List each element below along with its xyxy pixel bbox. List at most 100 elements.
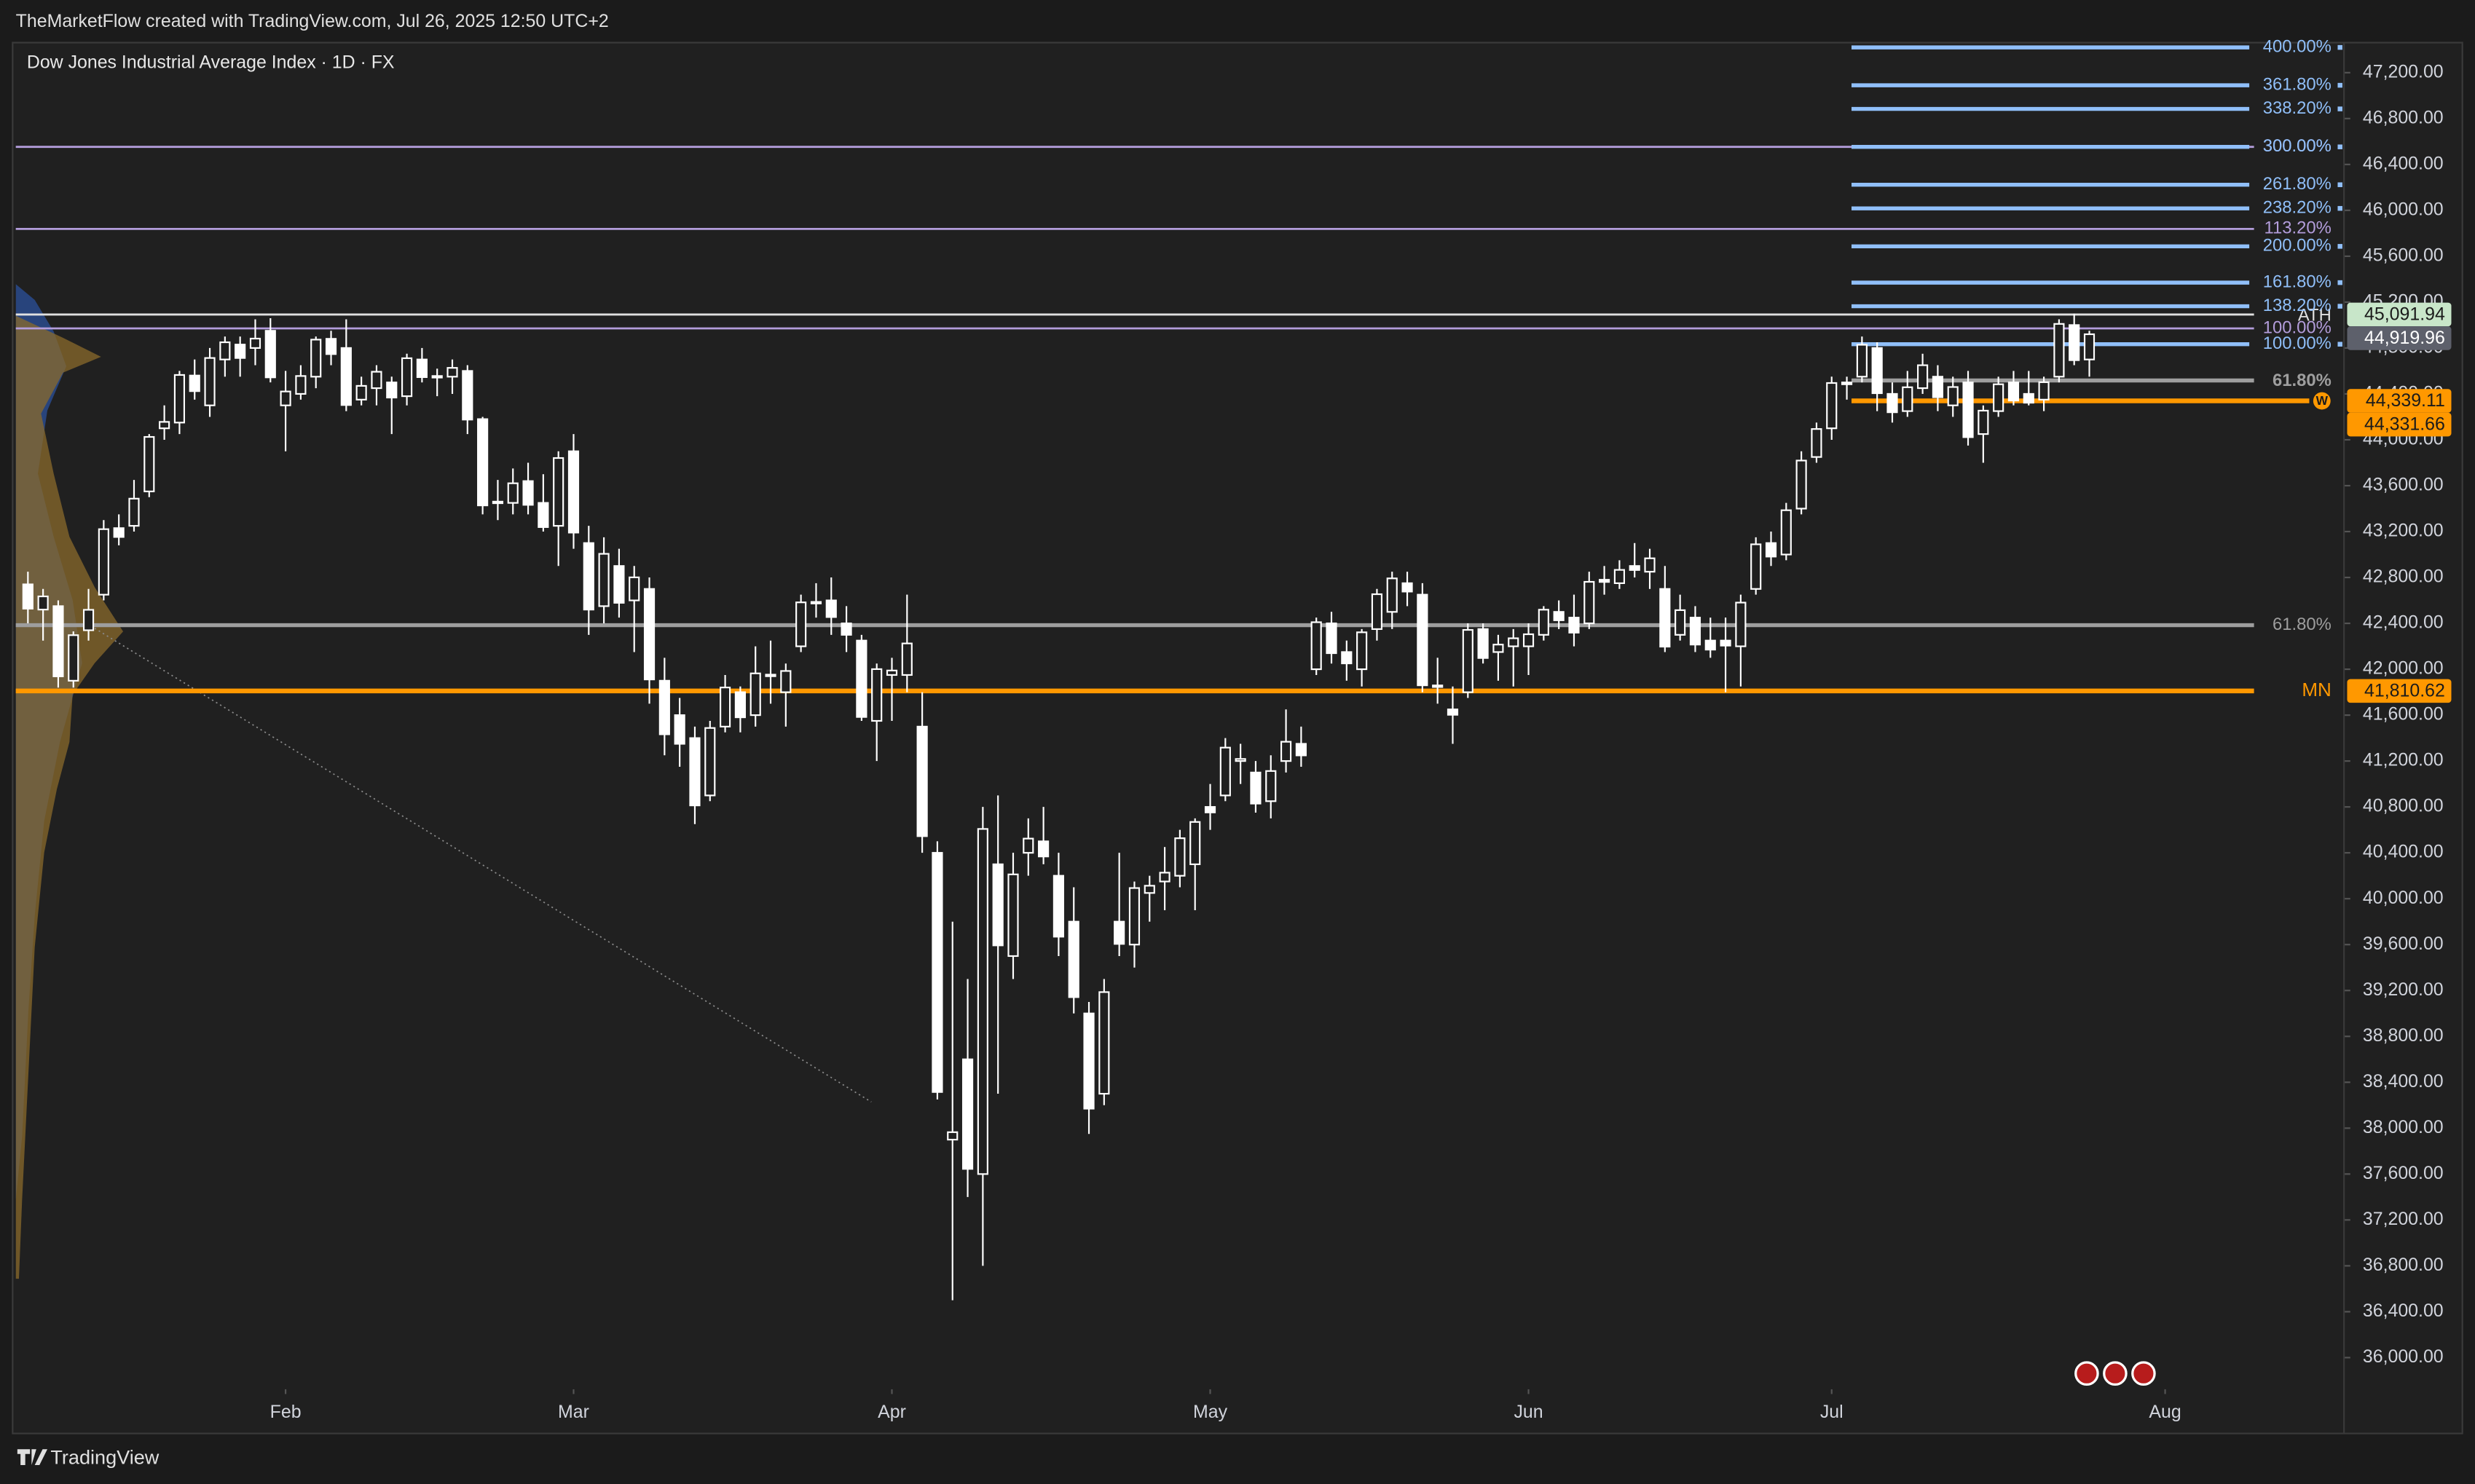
candle-body xyxy=(2038,381,2050,400)
x-tick-label: Jun xyxy=(1514,1402,1543,1422)
y-tick-label: 38,000.00 xyxy=(2363,1117,2444,1137)
candle-body xyxy=(355,384,367,400)
candle-body xyxy=(1629,565,1640,571)
candle-body xyxy=(1204,806,1216,813)
y-tick-label: 40,400.00 xyxy=(2363,842,2444,862)
candle-body xyxy=(1613,569,1625,584)
footer-brand: TradingView xyxy=(50,1445,159,1468)
candle-body xyxy=(2069,324,2080,361)
fib-handle xyxy=(2337,342,2342,347)
candle-body xyxy=(734,691,746,719)
candle-body xyxy=(264,330,276,379)
candle-body xyxy=(1174,837,1186,877)
candle-body xyxy=(431,375,443,379)
level-label: 113.20% xyxy=(2265,218,2332,238)
candle-body xyxy=(1871,347,1883,395)
candle-body xyxy=(1007,873,1019,958)
candle-body xyxy=(1978,409,1989,435)
event-flags xyxy=(2074,1361,2156,1386)
candle-body xyxy=(1159,872,1170,883)
price-label-bg xyxy=(2347,389,2452,413)
candle-body xyxy=(386,382,398,399)
y-tick-label: 39,200.00 xyxy=(2363,979,2444,1000)
candle-body xyxy=(1765,542,1777,558)
candle-body xyxy=(1083,1012,1095,1110)
volume-profile xyxy=(15,284,124,1279)
candle-body xyxy=(189,374,200,392)
fib-label: 100.00% xyxy=(2263,333,2332,353)
candle-body xyxy=(689,737,701,807)
candle-body xyxy=(1750,543,1762,590)
trend-line xyxy=(94,628,872,1103)
candle-body xyxy=(1356,631,1368,671)
price-label-bg xyxy=(2347,679,2452,703)
candle-body xyxy=(1583,580,1595,625)
y-tick-label: 39,600.00 xyxy=(2363,934,2444,954)
candle-body xyxy=(2023,392,2034,404)
level-label: ATH xyxy=(2298,305,2332,325)
candle-body xyxy=(310,339,322,378)
y-tick-label: 46,000.00 xyxy=(2363,199,2444,219)
candle-body xyxy=(462,370,473,421)
event-flag[interactable] xyxy=(2131,1361,2156,1386)
candle-body xyxy=(932,852,943,1093)
candle-body xyxy=(1917,364,1929,390)
y-tick-label: 41,200.00 xyxy=(2363,750,2444,770)
candle-body xyxy=(2007,382,2020,402)
y-tick-label: 36,800.00 xyxy=(2363,1255,2444,1275)
price-label: 44,339.11 xyxy=(2366,390,2445,411)
candle-body xyxy=(1522,633,1535,647)
candle-body xyxy=(113,527,125,538)
candle-body xyxy=(1189,821,1201,866)
candle-body xyxy=(22,583,34,609)
candle-body xyxy=(1508,637,1519,647)
candle-body xyxy=(613,565,625,604)
candle-body xyxy=(204,357,216,406)
level-label: 61.80% xyxy=(2273,371,2332,390)
event-flag[interactable] xyxy=(2103,1361,2128,1386)
candle-body xyxy=(583,542,594,611)
candle-body xyxy=(1114,920,1125,945)
candle-body xyxy=(992,863,1004,947)
y-tick-label: 38,800.00 xyxy=(2363,1025,2444,1046)
candle-body xyxy=(856,639,867,718)
level-label: 61.80% xyxy=(2273,615,2332,634)
volume-profile-bars xyxy=(15,315,124,1279)
candle-body xyxy=(1856,344,1868,378)
logo-mark xyxy=(17,1449,48,1465)
fib-handle xyxy=(2337,82,2342,88)
event-flag[interactable] xyxy=(2074,1361,2099,1386)
y-tick-label: 37,200.00 xyxy=(2363,1209,2444,1229)
y-tick-label: 40,000.00 xyxy=(2363,888,2444,908)
price-label: 41,810.62 xyxy=(2364,681,2445,701)
candle-body xyxy=(1553,611,1565,621)
fib-handle xyxy=(2337,144,2342,149)
chart-frame xyxy=(12,42,2463,1434)
candle-body xyxy=(1841,382,1853,385)
candle-body xyxy=(492,500,504,505)
candle-body xyxy=(1902,386,1913,412)
candle-body xyxy=(1538,609,1549,636)
candle-body xyxy=(1795,459,1807,510)
candle-body xyxy=(173,374,186,424)
candle-body xyxy=(522,480,534,506)
candle-body xyxy=(477,418,489,507)
candle-body xyxy=(1386,577,1398,613)
candle-body xyxy=(507,482,519,504)
y-tick-label: 40,800.00 xyxy=(2363,796,2444,816)
candle-body xyxy=(886,669,898,676)
level-label: 100.00% xyxy=(2263,317,2332,337)
candle-body xyxy=(553,457,564,527)
candle-body xyxy=(598,553,610,607)
candle-body xyxy=(1235,758,1246,762)
candle-body xyxy=(643,588,656,681)
candle-body xyxy=(810,601,822,604)
candle-body xyxy=(1811,428,1822,458)
candle-body xyxy=(446,367,458,378)
candle-body xyxy=(1704,639,1716,651)
price-label-bg xyxy=(2347,326,2452,350)
candle-body xyxy=(37,595,49,611)
level-label: 300.00% xyxy=(2263,136,2332,156)
candle-body xyxy=(2083,333,2096,360)
candle-body xyxy=(159,421,170,430)
